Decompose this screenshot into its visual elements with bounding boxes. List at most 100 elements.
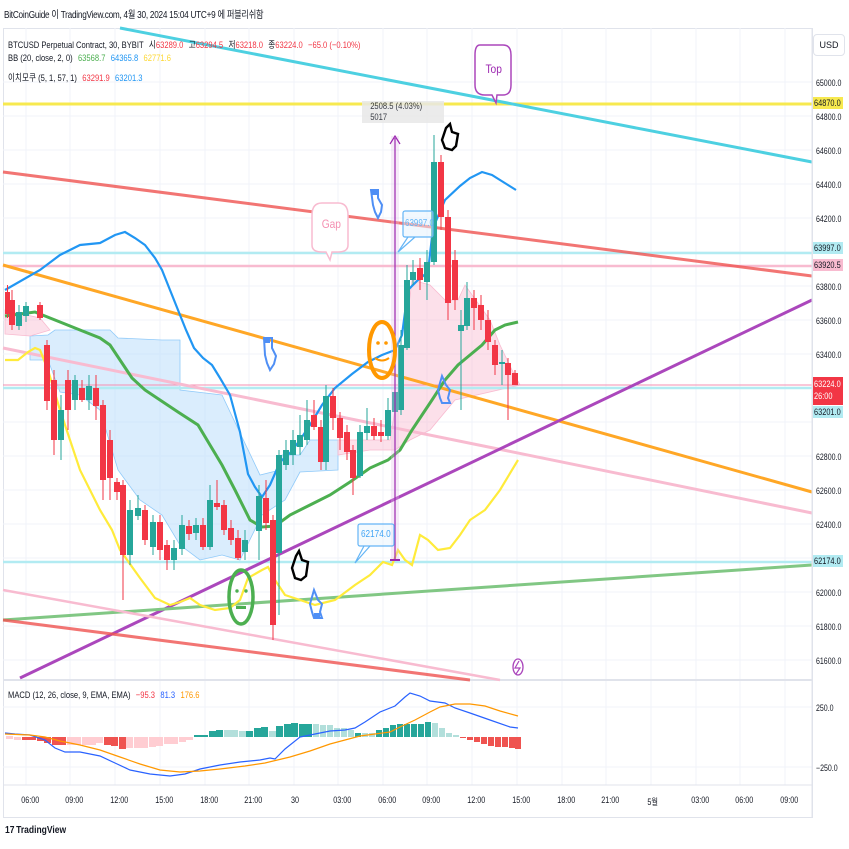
callout-high-label: 63997.0 bbox=[405, 218, 434, 229]
macd-histogram bbox=[6, 722, 521, 749]
macd-tick: −250.0 bbox=[816, 763, 838, 773]
price-label-63201: 63201.0 bbox=[813, 406, 843, 418]
ichimoku-value-2: 63201.3 bbox=[115, 73, 143, 84]
time-tick: 18:00 bbox=[200, 795, 219, 805]
time-tick: 06:00 bbox=[378, 795, 397, 805]
price-tick: 61800.0 bbox=[816, 622, 842, 632]
time-tick: 12:00 bbox=[110, 795, 129, 805]
time-tick: 06:00 bbox=[735, 795, 754, 805]
currency-button[interactable]: USD bbox=[813, 34, 845, 56]
brand-name: TradingView bbox=[16, 825, 67, 836]
tv-logo-icon: 17 bbox=[5, 825, 15, 836]
macd-signal-value: 176.6 bbox=[180, 690, 200, 701]
time-tick: 21:00 bbox=[601, 795, 620, 805]
high-label: 고 bbox=[188, 40, 196, 51]
green-neutral-face-icon[interactable] bbox=[227, 568, 255, 626]
time-tick: 09:00 bbox=[65, 795, 84, 805]
open-label: 시 bbox=[148, 40, 156, 51]
macd-legend[interactable]: MACD (12, 26, close, 9, EMA, EMA) −95.3 … bbox=[8, 690, 203, 701]
open-value: 63289.0 bbox=[155, 40, 184, 51]
trendline-red-lower[interactable] bbox=[2, 618, 471, 682]
high-value: 63294.5 bbox=[195, 40, 224, 51]
symbol-legend[interactable]: BTCUSD Perpetual Contract, 30, BYBIT 시63… bbox=[8, 37, 364, 51]
bb-label[interactable]: BB (20, close, 2, 0) bbox=[8, 53, 73, 64]
price-axis[interactable] bbox=[812, 28, 849, 818]
time-tick: 30 bbox=[291, 795, 300, 805]
price-tick: 61600.0 bbox=[816, 656, 842, 666]
price-tick: 64600.0 bbox=[816, 146, 842, 156]
gap-bubble[interactable] bbox=[311, 202, 349, 263]
time-tick: 06:00 bbox=[21, 795, 40, 805]
time-tick: 03:00 bbox=[691, 795, 710, 805]
change-value: −65.0 (−0.10%) bbox=[308, 40, 361, 51]
bb-lower-value: 62771.6 bbox=[143, 53, 171, 64]
pointing-hand-down-icon-left[interactable] bbox=[262, 337, 278, 373]
time-tick: 15:00 bbox=[512, 795, 531, 805]
time-tick: 12:00 bbox=[467, 795, 486, 805]
close-label: 종 bbox=[268, 40, 276, 51]
price-tick: 64400.0 bbox=[816, 180, 842, 190]
price-tick: 62000.0 bbox=[816, 588, 842, 598]
pointing-hand-up-icon-bottom[interactable] bbox=[308, 586, 324, 619]
callout-63997[interactable] bbox=[397, 210, 434, 253]
callout-62174[interactable] bbox=[354, 523, 395, 564]
callout-low-label: 62174.0 bbox=[361, 529, 391, 540]
trendline-pink-low[interactable] bbox=[2, 588, 501, 682]
price-label-63920: 63920.5 bbox=[813, 259, 843, 271]
gap-bubble-label: Gap bbox=[321, 217, 341, 231]
trendline-purple[interactable] bbox=[19, 298, 813, 680]
symbol-name[interactable]: BTCUSD Perpetual Contract, 30, BYBIT bbox=[8, 40, 144, 51]
ichimoku-label[interactable]: 이치모쿠 (5, 1, 57, 1) bbox=[8, 73, 77, 84]
price-tick: 62800.0 bbox=[816, 452, 842, 462]
macd-signal-line bbox=[4, 703, 519, 773]
time-tick: 09:00 bbox=[422, 795, 441, 805]
time-tick: 09:00 bbox=[780, 795, 799, 805]
macd-hist-value: −95.3 bbox=[135, 690, 156, 701]
price-label-62174: 62174.0 bbox=[813, 555, 843, 567]
macd-line bbox=[4, 692, 519, 777]
price-tick: 65000.0 bbox=[816, 78, 842, 88]
top-bubble[interactable] bbox=[474, 44, 512, 106]
orange-smiley-icon[interactable] bbox=[367, 320, 397, 380]
lightning-event-icon[interactable] bbox=[512, 658, 524, 676]
ichimoku-legend[interactable]: 이치모쿠 (5, 1, 57, 1) 63291.9 63201.3 bbox=[8, 70, 146, 84]
time-tick: 18:00 bbox=[557, 795, 576, 805]
time-tick: 21:00 bbox=[244, 795, 263, 805]
thumbs-up-icon-top[interactable] bbox=[440, 121, 460, 152]
price-tick: 63400.0 bbox=[816, 350, 842, 360]
candlesticks[interactable] bbox=[5, 135, 518, 640]
macd-value: 81.3 bbox=[160, 690, 176, 701]
bb-upper-value: 64365.8 bbox=[110, 53, 139, 64]
trendline-pink-mid[interactable] bbox=[2, 346, 813, 515]
pointing-hand-up-icon-right[interactable] bbox=[436, 373, 452, 404]
bb-legend[interactable]: BB (20, close, 2, 0) 63568.7 64365.8 627… bbox=[8, 53, 174, 64]
macd-label[interactable]: MACD (12, 26, close, 9, EMA, EMA) bbox=[8, 690, 131, 701]
price-tick: 62400.0 bbox=[816, 520, 842, 530]
bb-basis-value: 63568.7 bbox=[77, 53, 106, 64]
chart-pane[interactable] bbox=[3, 28, 812, 818]
ichimoku-lagging-line bbox=[5, 346, 519, 612]
trendline-green[interactable] bbox=[2, 563, 813, 622]
price-tick: 64200.0 bbox=[816, 214, 842, 224]
bar-countdown: 26:00 bbox=[814, 391, 833, 401]
price-tick: 63800.0 bbox=[816, 282, 842, 292]
price-tick: 64800.0 bbox=[816, 112, 842, 122]
thumbs-up-icon-bottom[interactable] bbox=[290, 548, 310, 582]
trendline-cyan[interactable] bbox=[119, 26, 813, 164]
pointing-hand-down-icon-gap[interactable] bbox=[369, 189, 384, 221]
last-price-label: 63224.0 26:00 bbox=[813, 377, 843, 405]
tradingview-logo[interactable]: 17 TradingView bbox=[5, 825, 66, 836]
price-tick: 63600.0 bbox=[816, 316, 842, 326]
price-tick: 62600.0 bbox=[816, 486, 842, 496]
publish-caption: BitCoinGuide 이 TradingView.com, 4월 30, 2… bbox=[4, 10, 264, 21]
price-label-64870: 64870.0 bbox=[813, 97, 843, 109]
ichimoku-value-1: 63291.9 bbox=[82, 73, 110, 84]
time-tick: 5월 bbox=[647, 797, 658, 807]
measure-label: 2508.5 (4.03%) 5017 bbox=[362, 101, 444, 123]
time-tick: 03:00 bbox=[333, 795, 352, 805]
low-label: 저 bbox=[228, 40, 236, 51]
macd-tick: 250.0 bbox=[816, 703, 834, 713]
trendline-orange[interactable] bbox=[2, 263, 813, 494]
time-tick: 15:00 bbox=[155, 795, 174, 805]
